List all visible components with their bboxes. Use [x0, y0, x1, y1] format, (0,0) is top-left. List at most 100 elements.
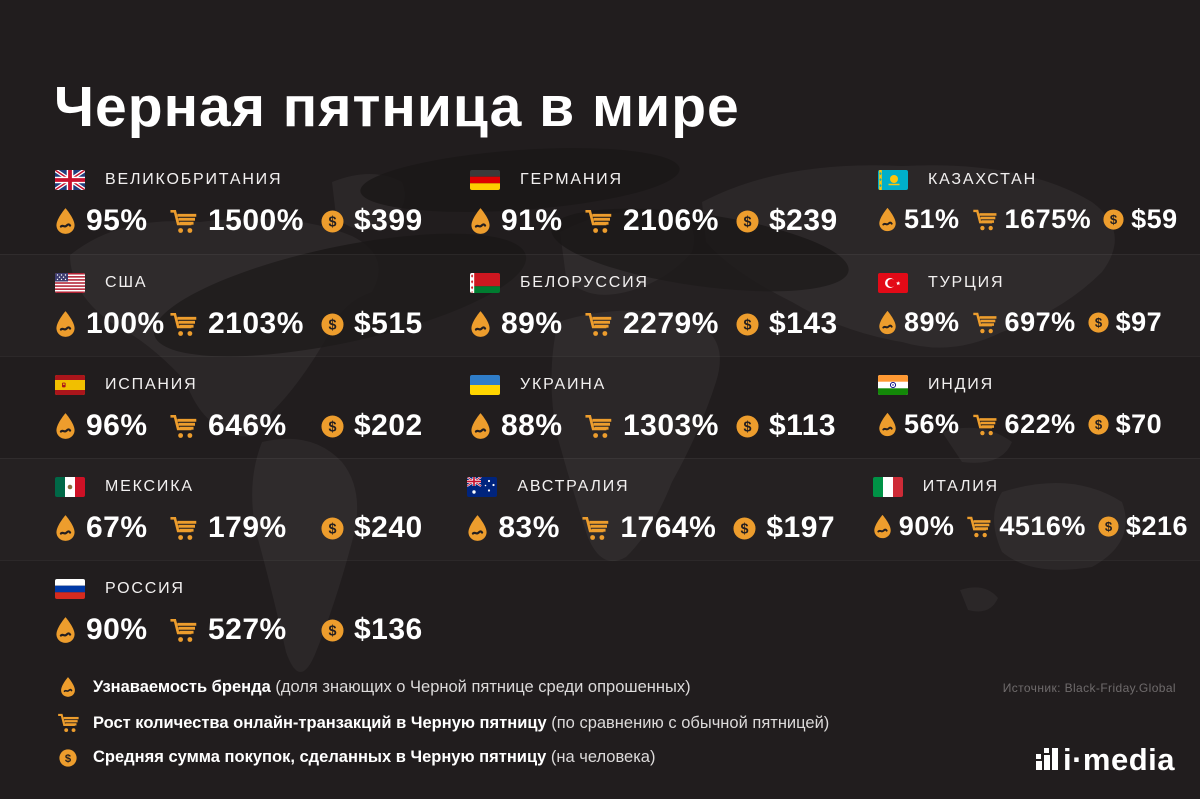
page-title: Черная пятница в мире	[54, 75, 740, 140]
brand-awareness-stat: 67%	[55, 511, 169, 545]
country-card-ua: УКРАИНА 88% 1303% $ $113	[470, 357, 878, 458]
cart-icon	[584, 414, 613, 439]
flag-au-icon	[467, 477, 498, 497]
svg-text:$: $	[65, 752, 72, 764]
dollar-coin-icon: $	[1088, 312, 1109, 333]
country-header: РОССИЯ	[55, 561, 470, 600]
country-row: США 100% 2103% $ $515 БЕЛОРУССИЯ 89% 2279% $ $143…	[0, 254, 1200, 356]
legend-purchase-label: Средняя сумма покупок, сделанных в Черну…	[93, 748, 547, 766]
brand-awareness-stat: 95%	[55, 204, 169, 238]
country-stats: 88% 1303% $ $113	[470, 409, 878, 443]
country-card-es: ИСПАНИЯ 96% 646% $ $202	[55, 357, 470, 458]
avg-purchase-stat: $ $113	[736, 409, 836, 443]
cart-icon	[584, 209, 613, 234]
country-header: УКРАИНА	[470, 357, 878, 396]
flag-in-icon	[878, 375, 908, 395]
dollar-coin-icon: $	[1103, 209, 1124, 230]
transactions-growth-stat: 1675%	[972, 204, 1092, 235]
transactions-growth-value: 179%	[208, 511, 287, 544]
transactions-growth-stat: 527%	[169, 613, 321, 647]
country-name: ИТАЛИЯ	[922, 478, 999, 495]
country-header: ТУРЦИЯ	[878, 255, 1200, 294]
flag-es-icon	[55, 375, 85, 395]
flag-by-icon	[470, 273, 500, 293]
country-stats: 89% 2279% $ $143	[470, 307, 878, 341]
country-name: РОССИЯ	[105, 580, 185, 597]
country-stats: 83% 1764% $ $197	[467, 511, 872, 545]
brand-awareness-value: 56%	[904, 409, 960, 439]
dollar-coin-icon: $	[321, 414, 344, 438]
country-name: МЕКСИКА	[105, 478, 194, 495]
svg-text:$: $	[744, 419, 752, 435]
dollar-coin-icon: $	[736, 312, 759, 336]
flag-ua-icon	[470, 375, 500, 395]
avg-purchase-stat: $ $202	[321, 409, 423, 443]
brand-awareness-stat: 90%	[55, 613, 169, 647]
flame-icon	[878, 207, 897, 232]
cart-icon	[169, 209, 198, 234]
country-stats: 95% 1500% $ $399	[55, 204, 470, 238]
brand-awareness-value: 89%	[904, 307, 960, 337]
avg-purchase-value: $202	[354, 409, 423, 442]
country-stats: 51% 1675% $ $59	[878, 204, 1200, 235]
legend-brand-note: (доля знающих о Черной пятнице среди опр…	[275, 677, 691, 696]
dollar-coin-icon: $	[1098, 516, 1119, 537]
legend-transactions-label: Рост количества онлайн-транзакций в Черн…	[93, 713, 547, 732]
country-name: ИСПАНИЯ	[105, 376, 198, 393]
transactions-growth-value: 646%	[208, 409, 287, 442]
flame-icon	[55, 616, 76, 644]
brand-awareness-stat: 83%	[467, 511, 581, 545]
brand-awareness-stat: 91%	[470, 204, 584, 238]
country-name: ИНДИЯ	[928, 376, 994, 393]
avg-purchase-stat: $ $197	[733, 511, 835, 545]
transactions-growth-stat: 1500%	[169, 204, 321, 238]
flame-icon	[470, 207, 491, 235]
legend-brand-label: Узнаваемость бренда	[93, 677, 271, 696]
country-name: УКРАИНА	[520, 376, 607, 393]
transactions-growth-stat: 179%	[169, 511, 321, 545]
flame-icon	[55, 676, 81, 698]
country-card-de: ГЕРМАНИЯ 91% 2106% $ $239	[470, 152, 878, 254]
avg-purchase-value: $399	[354, 204, 423, 237]
brand-awareness-value: 95%	[86, 204, 148, 237]
country-card-tr: ТУРЦИЯ 89% 697% $ $97	[878, 255, 1200, 356]
dollar-coin-icon: $	[733, 516, 756, 540]
country-card-it: ИТАЛИЯ 90% 4516% $ $216	[872, 459, 1200, 560]
flame-icon	[467, 514, 488, 542]
transactions-growth-stat: 2103%	[169, 307, 321, 341]
transactions-growth-value: 1303%	[623, 409, 719, 442]
brand-awareness-stat: 89%	[470, 307, 584, 341]
country-header: КАЗАХСТАН	[878, 152, 1200, 191]
svg-text:$: $	[329, 419, 337, 435]
brand-awareness-value: 91%	[501, 204, 563, 237]
countries-grid: ВЕЛИКОБРИТАНИЯ 95% 1500% $ $399 ГЕРМАНИЯ 91% 21…	[0, 152, 1200, 662]
legend-item-transactions: Рост количества онлайн-транзакций в Черн…	[55, 713, 829, 733]
flame-icon	[55, 310, 76, 338]
transactions-growth-value: 2103%	[208, 307, 304, 340]
dollar-coin-icon: $	[321, 312, 344, 336]
cart-icon	[169, 618, 198, 643]
svg-text:$: $	[329, 214, 337, 230]
country-name: АВСТРАЛИЯ	[517, 478, 630, 495]
svg-text:$: $	[329, 623, 337, 639]
country-name: БЕЛОРУССИЯ	[520, 274, 649, 291]
brand-awareness-value: 51%	[904, 204, 960, 234]
imedia-logo-bars-icon	[1035, 748, 1058, 775]
avg-purchase-stat: $ $136	[321, 613, 423, 647]
flag-mx-icon	[55, 477, 85, 497]
country-card-in: ИНДИЯ 56% 622% $ $70	[878, 357, 1200, 458]
cart-icon	[972, 414, 998, 436]
svg-text:$: $	[1094, 417, 1102, 432]
cart-icon	[169, 414, 198, 439]
avg-purchase-stat: $ $240	[321, 511, 423, 545]
flame-icon	[873, 514, 892, 539]
cart-icon	[966, 516, 992, 538]
avg-purchase-value: $70	[1115, 409, 1163, 439]
brand-awareness-value: 96%	[86, 409, 148, 442]
brand-awareness-stat: 100%	[55, 307, 169, 341]
avg-purchase-value: $197	[766, 511, 836, 544]
country-card-ru: РОССИЯ 90% 527% $ $136	[55, 561, 470, 662]
country-header: МЕКСИКА	[55, 459, 467, 498]
brand-awareness-stat: 56%	[878, 409, 960, 440]
flag-us-icon	[55, 273, 85, 293]
